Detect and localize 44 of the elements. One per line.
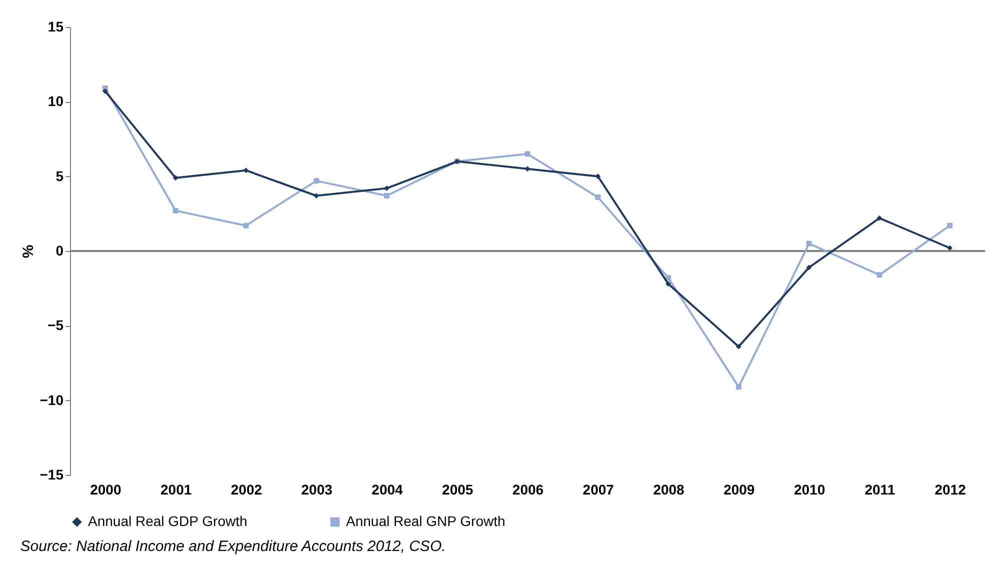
point <box>806 264 812 270</box>
x-tick-label: 2009 <box>724 482 755 498</box>
point <box>947 245 953 251</box>
point <box>736 344 742 350</box>
x-tick-label: 2011 <box>864 482 896 498</box>
legend-label: Annual Real GDP Growth <box>88 513 248 529</box>
point <box>243 168 249 174</box>
point <box>595 194 601 200</box>
x-tick-label: 2002 <box>230 482 262 498</box>
legend-label: Annual Real GNP Growth <box>346 513 506 529</box>
point <box>384 193 390 198</box>
y-tick-label: 10 <box>48 93 64 110</box>
point <box>172 175 178 181</box>
y-tick-label: 5 <box>56 168 64 184</box>
point <box>806 240 812 246</box>
y-tick-label: 0 <box>56 242 64 258</box>
x-tick-label: 2007 <box>582 482 614 498</box>
x-tick-label: 2004 <box>372 482 404 498</box>
point <box>876 215 882 221</box>
x-tick-label: 2010 <box>794 482 826 498</box>
y-tick-label: −5 <box>48 317 64 334</box>
point <box>524 151 530 157</box>
x-tick-label: 2012 <box>934 482 966 498</box>
point <box>666 275 672 281</box>
y-tick-label: −10 <box>40 392 64 408</box>
point <box>876 272 882 278</box>
point <box>736 384 742 390</box>
x-tick-label: 2006 <box>512 482 544 498</box>
x-tick-label: 2008 <box>653 482 685 498</box>
x-tick-label: 2001 <box>160 482 192 498</box>
y-axis-title: % <box>20 244 37 258</box>
point <box>172 208 178 214</box>
y-tick-label: −15 <box>40 466 64 482</box>
point <box>666 281 672 287</box>
source-note: Source: National Income and Expenditure Accounts 2012, CSO. <box>20 538 446 555</box>
x-tick-label: 2005 <box>442 482 474 498</box>
point <box>947 222 953 228</box>
point <box>314 178 320 184</box>
point <box>595 174 601 180</box>
point <box>102 88 108 94</box>
y-tick-label: 15 <box>48 18 64 34</box>
x-tick-label: 2003 <box>301 482 333 498</box>
point <box>243 222 249 228</box>
x-tick-label: 2000 <box>90 482 122 498</box>
